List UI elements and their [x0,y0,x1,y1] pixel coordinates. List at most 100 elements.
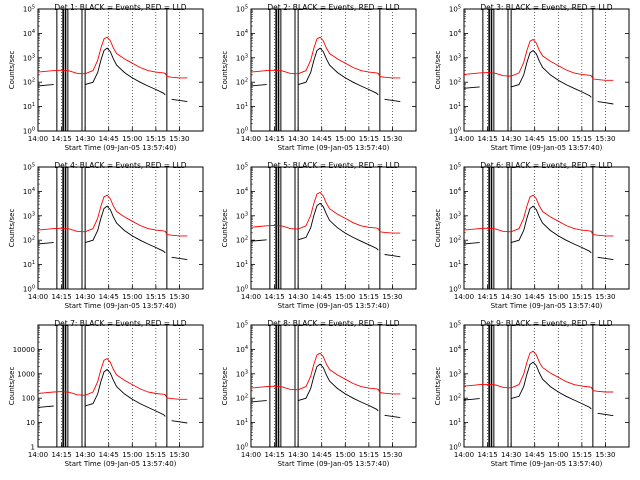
x-tick-label: 15:30 [382,451,402,459]
y-tick-label: 105 [449,321,461,330]
plot-frame [250,324,417,448]
events-series-line [37,205,188,261]
x-tick-label: 14:45 [312,293,332,301]
y-tick-label: 100 [23,127,35,136]
y-tick-label: 103 [449,211,461,220]
y-tick-label: 103 [449,369,461,378]
x-tick-label: 15:00 [122,293,142,301]
x-tick-label: 15:30 [595,293,615,301]
x-tick-label: 14:00 [241,451,261,459]
lld-series-line [463,38,614,81]
y-axis-label: Counts/sec [434,209,442,248]
y-tick-label: 102 [236,78,248,87]
y-tick-label: 101 [449,260,461,269]
x-tick-label: 15:00 [122,135,142,143]
x-tick-label: 15:15 [146,293,166,301]
x-tick-label: 15:00 [548,293,568,301]
y-tick-label: 104 [236,29,248,38]
y-tick-label: 100 [23,285,35,294]
y-tick-label: 100 [22,395,35,403]
x-tick-label: 14:30 [501,451,521,459]
y-tick-label: 1 [31,444,35,452]
y-tick-label: 102 [236,394,248,403]
y-tick-label: 102 [449,78,461,87]
y-tick-label: 10000 [13,346,35,354]
x-tick-label: 14:00 [28,135,48,143]
y-tick-label: 100 [236,443,248,452]
x-tick-label: 14:30 [501,135,521,143]
y-tick-label: 105 [23,5,35,14]
y-tick-label: 1000 [17,370,35,378]
x-tick-label: 15:30 [169,293,189,301]
y-tick-label: 101 [236,260,248,269]
y-axis-label: Counts/sec [434,367,442,406]
y-tick-label: 101 [236,418,248,427]
x-tick-label: 15:00 [335,135,355,143]
x-tick-label: 14:00 [241,293,261,301]
plot-frame [37,166,204,290]
x-tick-label: 14:15 [51,451,71,459]
plot-frame [250,8,417,132]
panel-title: Det 1: BLACK = Events, RED = LLD [54,3,186,12]
events-series-line [37,47,188,103]
lld-series-line [250,36,401,79]
x-tick-label: 14:15 [264,135,284,143]
x-tick-label: 15:15 [359,451,379,459]
panel-title: Det 3: BLACK = Events, RED = LLD [480,3,612,12]
y-axis-label: Counts/sec [221,367,229,406]
y-axis-label: Counts/sec [8,209,16,248]
x-tick-label: 14:45 [312,451,332,459]
plot-frame [37,8,204,132]
x-tick-label: 14:30 [501,293,521,301]
plot-frame [250,166,417,290]
x-tick-label: 14:00 [28,293,48,301]
events-series-line [250,363,401,419]
lld-series-line [250,352,401,395]
y-axis-label: Counts/sec [221,209,229,248]
x-axis-label: Start Time (09-Jan-05 13:57:40) [65,302,177,310]
x-axis-label: Start Time (09-Jan-05 13:57:40) [491,302,603,310]
y-tick-label: 104 [449,29,461,38]
x-tick-label: 14:45 [525,293,545,301]
y-tick-label: 100 [449,127,461,136]
panel-title: Det 8: BLACK = Events, RED = LLD [267,319,399,328]
x-tick-label: 14:45 [525,451,545,459]
y-tick-label: 103 [23,211,35,220]
lld-series-line [463,194,614,237]
x-tick-label: 14:15 [51,293,71,301]
y-tick-label: 102 [23,236,35,245]
y-tick-label: 102 [449,394,461,403]
panel-title: Det 6: BLACK = Events, RED = LLD [480,161,612,170]
x-tick-label: 14:15 [477,135,497,143]
y-tick-label: 10 [26,419,35,427]
plot-frame [37,324,204,448]
events-series-line [250,47,401,103]
x-tick-label: 15:00 [335,451,355,459]
plot-frame [463,8,630,132]
y-axis-label: Counts/sec [221,51,229,90]
x-tick-label: 14:30 [288,293,308,301]
x-tick-label: 15:15 [359,293,379,301]
y-tick-label: 101 [23,102,35,111]
y-tick-label: 100 [449,285,461,294]
x-tick-label: 14:15 [477,451,497,459]
y-tick-label: 105 [23,163,35,172]
x-axis-label: Start Time (09-Jan-05 13:57:40) [278,302,390,310]
y-tick-label: 105 [236,163,248,172]
x-axis-label: Start Time (09-Jan-05 13:57:40) [491,144,603,152]
x-tick-label: 14:45 [312,135,332,143]
lld-series-line [37,194,188,237]
x-tick-label: 15:30 [595,135,615,143]
y-axis-label: Counts/sec [8,367,16,406]
x-tick-label: 14:15 [264,293,284,301]
x-tick-label: 14:00 [454,135,474,143]
panel-title: Det 9: BLACK = Events, RED = LLD [480,319,612,328]
y-tick-label: 101 [23,260,35,269]
